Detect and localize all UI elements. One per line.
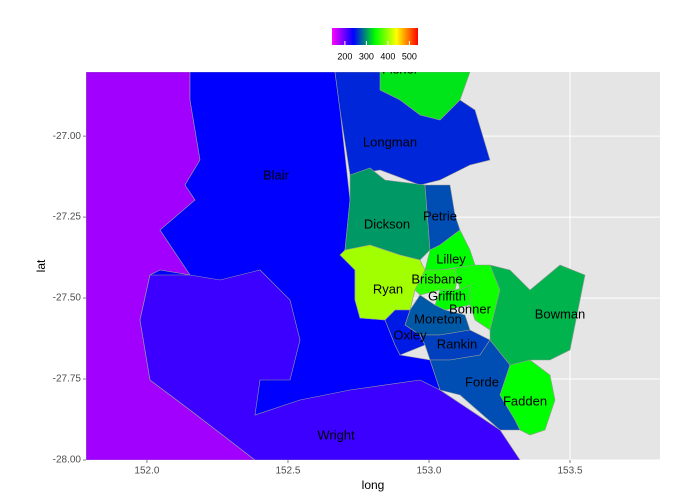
colorbar-tick-label: 300 [359, 51, 374, 61]
y-axis-title: lat [34, 259, 48, 272]
y-tick-label: -27.25 [53, 212, 82, 223]
region-labels: Blair Wright Fisher Longman Dickson Petrie Rya… [263, 61, 586, 442]
region [489, 264, 586, 366]
region-label: Griffith [428, 288, 466, 303]
y-tick-label: -28.00 [53, 455, 82, 466]
region-label: Brisbane [411, 271, 462, 286]
regions [86, 72, 586, 460]
y-tick-label: -27.50 [53, 293, 82, 304]
region-label: Rankin [437, 336, 477, 351]
x-axis-title: long [362, 478, 385, 492]
region-label: Wright [317, 427, 355, 442]
region-label: Longman [363, 134, 417, 149]
x-tick-label: 153.0 [416, 466, 441, 477]
legend: 200 300 400 500 [337, 41, 417, 61]
region [139, 269, 521, 460]
region-label: Moreton [414, 311, 462, 326]
region-label: Petrie [423, 208, 457, 223]
region [454, 264, 501, 331]
x-tick-label: 152.0 [134, 466, 159, 477]
y-tick-label: -27.75 [53, 374, 82, 385]
region-label: Fisher [382, 61, 419, 76]
colorbar-tick-label: 500 [402, 51, 417, 61]
region-label: Lilley [436, 251, 466, 266]
region-label: Fadden [503, 393, 547, 408]
axes: 152.0 152.5 153.0 153.5 -28.00 -27.75 -27.50 -2… [53, 131, 583, 477]
colorbar [332, 28, 418, 45]
region-label: Bowman [535, 306, 586, 321]
colorbar-tick-label: 200 [337, 51, 352, 61]
region-label: Ryan [373, 281, 403, 296]
region-label: Oxley [393, 327, 427, 342]
colorbar-tick-label: 400 [380, 51, 395, 61]
region-label: Dickson [364, 216, 410, 231]
x-tick-label: 152.5 [275, 466, 300, 477]
x-tick-label: 153.5 [558, 466, 583, 477]
region-label: Bonner [449, 301, 492, 316]
region-label: Forde [465, 374, 499, 389]
region-label: Blair [263, 167, 290, 182]
y-tick-label: -27.00 [53, 131, 82, 142]
